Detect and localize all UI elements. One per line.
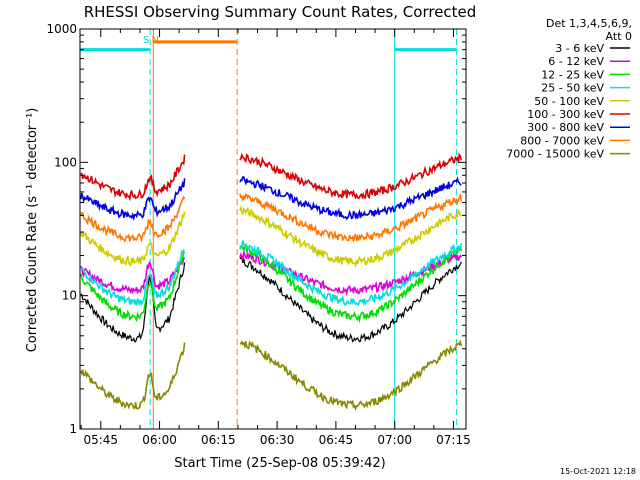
series-line: [80, 178, 186, 222]
x-axis-label: Start Time (25-Sep-08 05:39:42): [174, 456, 385, 471]
series-line: [80, 262, 186, 343]
footer-timestamp: 15-Oct-2021 12:18: [560, 467, 636, 476]
series-line: [80, 251, 186, 323]
x-tick-label: 06:15: [201, 433, 236, 447]
event-markers: SN: [143, 29, 458, 429]
legend-item-label: 7000 - 15000 keV: [506, 148, 604, 161]
x-tick-label: 07:15: [436, 433, 471, 447]
x-tick-label: 05:45: [83, 433, 118, 447]
legend-item-label: 300 - 800 keV: [527, 121, 604, 134]
x-tick-label: 06:30: [260, 433, 295, 447]
series-line: [80, 195, 186, 243]
legend-item-label: 50 - 100 keV: [534, 95, 604, 108]
series-line: [239, 176, 462, 221]
plot-frame: [79, 28, 467, 430]
legend-item-label: 12 - 25 keV: [541, 68, 604, 81]
y-tick-label: 10: [62, 289, 77, 303]
series-line: [80, 154, 186, 202]
legend-item-label: 25 - 50 keV: [541, 82, 604, 95]
series-line: [80, 256, 186, 295]
series-line: [239, 192, 463, 243]
axes: 1 10 100 1000 05:45 06:00 06:15 06:30 06:45 07:00…: [46, 22, 470, 447]
series-line: [80, 249, 185, 306]
series-line: [239, 255, 462, 343]
series-line: [239, 152, 463, 200]
series-line: [239, 242, 463, 324]
legend-header-line-1: Det 1,3,4,5,6,9,: [546, 17, 632, 30]
y-tick-label: 1000: [46, 22, 77, 36]
series-line: [80, 211, 186, 266]
series-line: [239, 339, 463, 412]
x-tick-label: 06:45: [319, 433, 354, 447]
y-axis-label: Corrected Count Rate (s⁻¹ detector⁻¹): [25, 108, 40, 353]
x-tick-label: 07:00: [377, 433, 412, 447]
marker-label: S: [143, 35, 149, 46]
series-line: [80, 342, 186, 410]
series-line: [239, 204, 462, 268]
legend-item-label: 6 - 12 keV: [548, 55, 604, 68]
series-group: [80, 152, 463, 412]
chart-title: RHESSI Observing Summary Count Rates, Co…: [84, 3, 477, 21]
legend-item-label: 800 - 7000 keV: [520, 134, 604, 147]
y-tick-label: 100: [54, 155, 77, 169]
y-tick-label: 1: [69, 422, 77, 436]
status-bars: [80, 40, 457, 52]
series-line: [239, 240, 463, 307]
legend-header-line-2: Att 0: [606, 30, 632, 43]
x-tick-label: 06:00: [142, 433, 177, 447]
legend-item-label: 3 - 6 keV: [555, 42, 604, 55]
legend-item-label: 100 - 300 keV: [527, 108, 604, 121]
